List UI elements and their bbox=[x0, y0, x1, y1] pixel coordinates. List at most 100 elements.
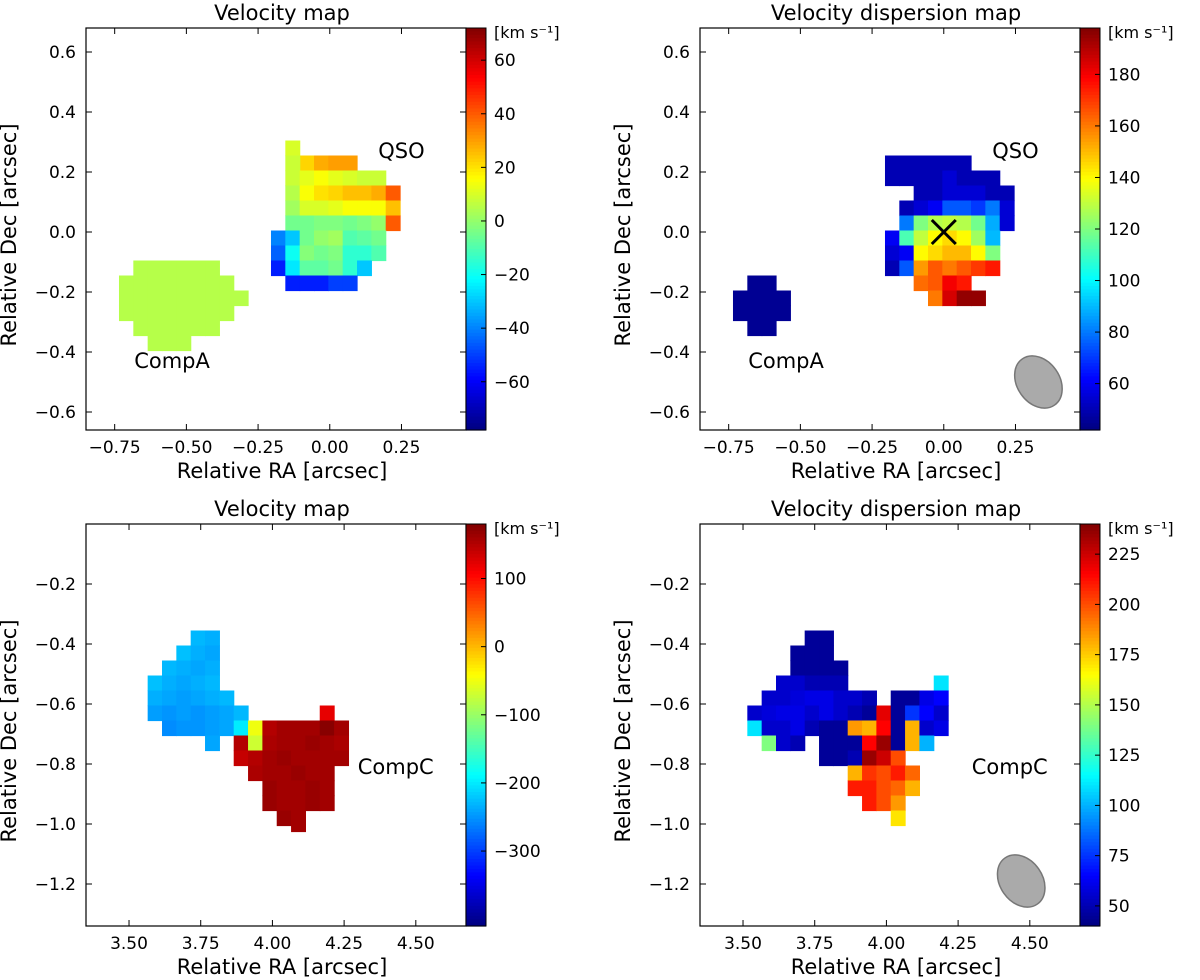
map-pixel bbox=[233, 720, 249, 737]
map-pixel bbox=[328, 155, 344, 172]
colorbar-segment bbox=[1080, 644, 1100, 649]
colorbar-segment bbox=[1080, 607, 1100, 612]
colorbar-tick-label: 40 bbox=[494, 105, 516, 125]
x-tick-label: 0.25 bbox=[997, 438, 1035, 458]
map-pixel bbox=[133, 320, 149, 337]
colorbar-segment bbox=[466, 289, 486, 294]
colorbar-segment bbox=[466, 570, 486, 575]
map-pixel bbox=[928, 155, 943, 172]
colorbar-segment bbox=[466, 115, 486, 120]
colorbar-segment bbox=[1080, 272, 1100, 277]
colorbar-segment bbox=[1080, 81, 1100, 86]
annotation-label: CompC bbox=[972, 755, 1048, 779]
colorbar-tick-label: 100 bbox=[1108, 272, 1140, 292]
colorbar-segment bbox=[1080, 329, 1100, 334]
colorbar-segment bbox=[466, 597, 486, 602]
annotation-label: CompA bbox=[134, 349, 210, 373]
colorbar-segment bbox=[1080, 678, 1100, 683]
map-pixel bbox=[899, 215, 915, 232]
colorbar-segment bbox=[466, 376, 486, 381]
colorbar-segment bbox=[466, 329, 486, 334]
map-pixel bbox=[790, 645, 806, 662]
colorbar-tick-label: 0 bbox=[494, 212, 505, 232]
map-pixel bbox=[285, 260, 301, 277]
colorbar-segment bbox=[1080, 58, 1100, 63]
colorbar-tick-label: 200 bbox=[1108, 595, 1140, 615]
colorbar-segment bbox=[1080, 624, 1100, 629]
colorbar-segment bbox=[466, 601, 486, 605]
colorbar-segment bbox=[466, 145, 486, 150]
colorbar-segment bbox=[1080, 61, 1100, 66]
colorbar-segment bbox=[1080, 544, 1100, 549]
map-pixel bbox=[847, 720, 863, 737]
colorbar-segment bbox=[1080, 409, 1100, 414]
colorbar-segment bbox=[466, 386, 486, 391]
colorbar-segment bbox=[1080, 560, 1100, 565]
map-pixel bbox=[790, 660, 806, 677]
x-tick-label: 4.25 bbox=[939, 934, 977, 954]
colorbar-segment bbox=[1080, 668, 1100, 672]
colorbar-segment bbox=[466, 882, 486, 887]
colorbar-segment bbox=[1080, 570, 1100, 575]
map-pixel bbox=[971, 245, 986, 262]
map-pixel bbox=[270, 260, 286, 277]
map-pixel bbox=[776, 290, 791, 307]
map-pixel bbox=[299, 230, 315, 247]
map-pixel bbox=[176, 260, 192, 277]
colorbar-segment bbox=[1080, 205, 1100, 210]
map-pixel bbox=[162, 335, 177, 352]
colorbar-tick-label: 140 bbox=[1108, 168, 1140, 188]
map-pixel bbox=[314, 245, 329, 262]
colorbar-tick-label: −200 bbox=[494, 774, 541, 794]
colorbar-segment bbox=[1080, 239, 1100, 243]
colorbar-segment bbox=[1080, 64, 1100, 69]
colorbar-segment bbox=[466, 872, 486, 877]
x-axis-label: Relative RA [arcsec] bbox=[791, 955, 1002, 979]
map-pixel bbox=[956, 185, 972, 202]
map-pixel bbox=[985, 260, 1001, 277]
x-tick-label: −0.25 bbox=[232, 438, 284, 458]
map-pixel bbox=[342, 185, 358, 202]
map-pixel bbox=[190, 260, 206, 277]
colorbar-segment bbox=[1080, 647, 1100, 652]
colorbar-segment bbox=[1080, 339, 1100, 344]
map-pixel bbox=[928, 275, 943, 292]
colorbar-segment bbox=[1080, 654, 1100, 659]
colorbar-segment bbox=[466, 48, 486, 53]
colorbar-segment bbox=[1080, 406, 1100, 411]
colorbar-segment bbox=[1080, 222, 1100, 227]
colorbar-tick-label: 20 bbox=[494, 158, 516, 178]
map-pixel bbox=[862, 705, 877, 722]
map-pixel bbox=[262, 765, 278, 782]
map-pixel bbox=[905, 735, 920, 752]
colorbar-segment bbox=[466, 912, 486, 917]
map-pixel bbox=[314, 200, 329, 217]
map-pixel bbox=[899, 155, 915, 172]
map-pixel bbox=[890, 765, 906, 782]
colorbar-segment bbox=[1080, 403, 1100, 408]
annotation-label: QSO bbox=[378, 139, 424, 163]
colorbar-segment bbox=[1080, 376, 1100, 381]
map-pixel bbox=[176, 275, 192, 292]
colorbar-segment bbox=[1080, 725, 1100, 729]
map-pixel bbox=[761, 320, 777, 337]
colorbar-segment bbox=[1080, 694, 1100, 699]
colorbar-segment bbox=[1080, 296, 1100, 300]
map-pixel bbox=[985, 230, 1001, 247]
colorbar-segment bbox=[1080, 701, 1100, 706]
colorbar-segment bbox=[466, 121, 486, 126]
map-pixel bbox=[862, 690, 877, 707]
map-pixel bbox=[890, 750, 906, 767]
x-tick-label: 0.25 bbox=[383, 438, 421, 458]
colorbar-segment bbox=[1080, 242, 1100, 247]
colorbar-segment bbox=[466, 366, 486, 371]
colorbar-tick-label: 125 bbox=[1108, 746, 1140, 766]
y-tick-label: 0.2 bbox=[49, 163, 76, 183]
map-pixel bbox=[804, 630, 820, 647]
map-pixel bbox=[314, 230, 329, 247]
x-tick-label: 0.00 bbox=[925, 438, 963, 458]
colorbar-segment bbox=[466, 413, 486, 418]
map-pixel bbox=[747, 275, 763, 292]
map-pixel bbox=[971, 185, 986, 202]
colorbar-segment bbox=[1080, 547, 1100, 552]
